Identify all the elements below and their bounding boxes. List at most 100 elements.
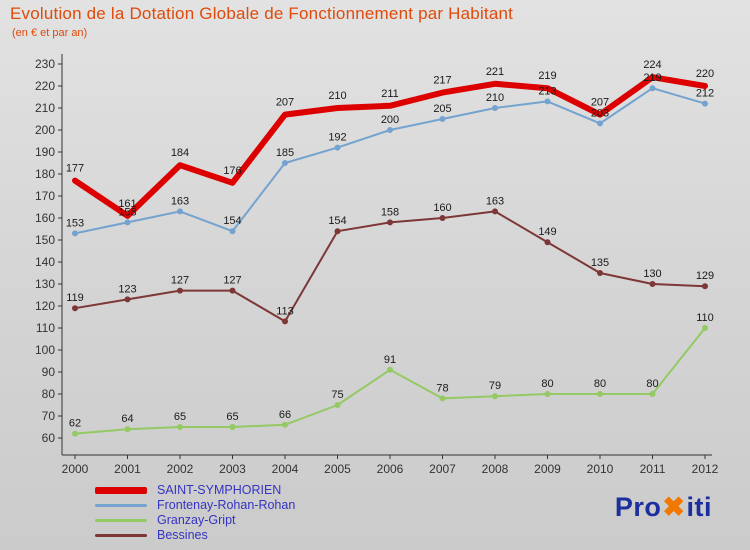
data-point [72, 230, 78, 237]
value-label: 154 [223, 215, 241, 227]
value-label: 192 [328, 132, 346, 144]
legend-label: Bessines [157, 528, 208, 542]
data-point [387, 219, 393, 226]
value-label: 160 [433, 202, 451, 214]
data-point [492, 393, 498, 400]
value-label: 158 [381, 206, 399, 218]
data-point [177, 162, 183, 168]
value-label: 127 [171, 275, 189, 287]
legend-swatch [95, 519, 147, 522]
logo-x-icon: ✖ [662, 492, 686, 522]
data-point [544, 239, 551, 246]
data-point [282, 160, 288, 166]
value-label: 163 [486, 195, 504, 207]
data-point [229, 287, 236, 294]
value-label: 78 [436, 382, 448, 394]
value-label: 203 [591, 107, 609, 119]
legend-swatch [95, 504, 147, 507]
x-tick-label: 2006 [377, 462, 404, 476]
value-label: 153 [66, 217, 84, 229]
y-tick-label: 230 [35, 57, 55, 71]
data-point [177, 208, 183, 215]
y-tick-label: 200 [35, 123, 55, 137]
data-point [229, 228, 236, 235]
value-label: 211 [381, 88, 399, 100]
data-point [597, 391, 603, 397]
legend-item: Frontenay-Rohan-Rohan [95, 499, 295, 512]
data-point [334, 144, 341, 151]
data-point [124, 296, 131, 303]
data-point [702, 325, 708, 331]
data-point [702, 83, 708, 89]
y-tick-label: 60 [42, 431, 56, 445]
x-tick-label: 2001 [114, 462, 141, 476]
y-tick-label: 120 [35, 299, 55, 313]
x-tick-label: 2005 [324, 462, 351, 476]
legend-swatch [95, 487, 147, 494]
data-point [492, 105, 498, 111]
value-label: 80 [541, 378, 553, 390]
data-point [387, 103, 393, 109]
data-point [72, 178, 78, 184]
x-tick-label: 2004 [272, 462, 299, 476]
data-point [72, 430, 78, 437]
proxiti-logo: Pro✖iti [615, 492, 712, 523]
value-label: 91 [384, 354, 396, 366]
data-point [124, 219, 131, 226]
x-tick-label: 2007 [429, 462, 456, 476]
value-label: 184 [171, 147, 189, 159]
value-label: 217 [433, 75, 451, 87]
data-point [387, 127, 393, 133]
data-point [177, 287, 183, 294]
data-point [597, 112, 603, 118]
value-label: 205 [433, 103, 451, 115]
data-point [544, 391, 551, 397]
data-point [702, 100, 708, 107]
value-label: 65 [174, 411, 186, 423]
value-label: 219 [538, 70, 556, 82]
data-point [72, 305, 78, 312]
value-label: 176 [223, 165, 241, 177]
value-label: 80 [646, 378, 658, 390]
x-tick-label: 2008 [482, 462, 509, 476]
y-tick-label: 80 [42, 387, 56, 401]
data-point [439, 116, 446, 122]
y-tick-label: 160 [35, 211, 55, 225]
value-label: 135 [591, 257, 609, 269]
data-point [282, 421, 288, 428]
data-point [597, 120, 603, 127]
y-tick-label: 210 [35, 101, 55, 115]
legend-swatch [95, 534, 147, 537]
y-tick-label: 140 [35, 255, 55, 269]
data-point [439, 215, 446, 221]
data-point [649, 281, 656, 287]
x-tick-label: 2011 [640, 462, 666, 476]
value-label: 212 [696, 88, 714, 100]
legend-label: Granzay-Gript [157, 513, 236, 527]
x-tick-label: 2012 [692, 462, 719, 476]
value-label: 177 [66, 163, 84, 175]
data-point [334, 402, 341, 408]
data-point [597, 270, 603, 276]
data-point [544, 98, 551, 105]
data-point [125, 213, 130, 219]
value-label: 123 [118, 283, 136, 295]
x-tick-label: 2002 [167, 462, 194, 476]
value-label: 163 [171, 195, 189, 207]
chart-subtitle: (en € et par an) [12, 27, 88, 39]
data-point [492, 208, 498, 215]
x-tick-label: 2010 [587, 462, 614, 476]
series-line [74, 210, 706, 323]
y-tick-label: 180 [35, 167, 55, 181]
value-label: 219 [643, 72, 661, 84]
value-label: 221 [486, 66, 504, 78]
data-point [492, 81, 498, 87]
y-tick-label: 190 [35, 145, 55, 159]
value-label: 119 [66, 292, 84, 304]
data-point [334, 228, 341, 235]
value-label: 127 [223, 275, 241, 287]
legend-label: SAINT-SYMPHORIEN [157, 483, 282, 497]
value-label: 129 [696, 270, 714, 282]
y-tick-label: 90 [42, 365, 56, 379]
